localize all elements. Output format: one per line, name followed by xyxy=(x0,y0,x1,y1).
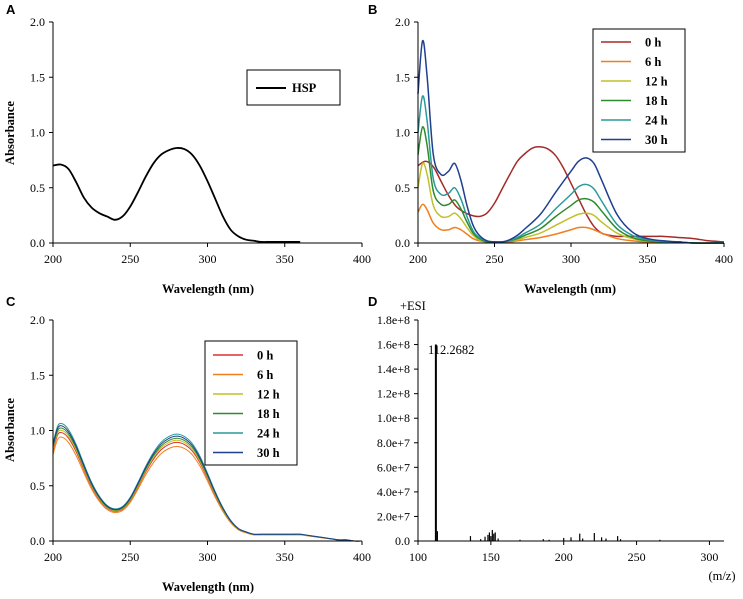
panel-d-x-tick-label: 200 xyxy=(555,550,573,564)
panel-b-x-tick-label: 300 xyxy=(562,252,580,266)
panel-d-x-tick-label: 150 xyxy=(482,550,500,564)
panel-b-y-tick-label: 1.5 xyxy=(395,70,410,84)
panel-a-series-HSP xyxy=(52,147,301,243)
panel-d-title: +ESI xyxy=(400,299,426,313)
panel-c-ylabel: Absorbance xyxy=(3,398,17,462)
panel-b-y-tick-label: 2.0 xyxy=(395,15,410,29)
panel-a-x-tick-label: 250 xyxy=(121,252,139,266)
panel-b-legend-label: 30 h xyxy=(645,133,668,147)
panel-b-series-18-h xyxy=(417,126,725,244)
panel-letter-a: A xyxy=(6,2,16,17)
panel-letter-c: C xyxy=(6,294,16,309)
panel-a-legend-label: HSP xyxy=(292,81,317,95)
panel-c-xlabel: Wavelength (nm) xyxy=(162,580,254,594)
panel-a-y-tick-label: 1.0 xyxy=(30,126,45,140)
panel-a-ylabel: Absorbance xyxy=(3,101,17,165)
panel-b-series-0-h xyxy=(417,146,725,243)
panel-d-y-tick-label: 1.0e+8 xyxy=(377,411,410,425)
panel-b-y-tick-label: 0.5 xyxy=(395,181,410,195)
panel-c-series-30-h xyxy=(52,425,363,542)
panel-d-y-tick-label: 1.4e+8 xyxy=(377,362,410,376)
panel-d-y-tick-label: 8.0e+7 xyxy=(377,436,410,450)
panel-a-x-tick-label: 350 xyxy=(276,252,294,266)
panel-b-legend-label: 6 h xyxy=(645,55,661,69)
panel-a-xlabel: Wavelength (nm) xyxy=(162,282,254,296)
panel-c-legend-label: 0 h xyxy=(257,349,273,363)
panel-b-series-24-h xyxy=(417,95,725,244)
panel-b-x-tick-label: 200 xyxy=(409,252,427,266)
panel-a-y-tick-label: 0.5 xyxy=(30,181,45,195)
panel-d-y-tick-label: 1.8e+8 xyxy=(377,313,410,327)
panel-b-xlabel: Wavelength (nm) xyxy=(524,282,616,296)
panel-a-x-tick-label: 200 xyxy=(44,252,62,266)
panel-a-x-tick-label: 300 xyxy=(199,252,217,266)
panel-c-y-tick-label: 1.5 xyxy=(30,368,45,382)
panel-c-chart: 200 250 300 350 400 0.0 0.5 1.0 1.5 2.0 Wavelengt… xyxy=(3,313,371,594)
panel-c-y-tick-label: 1.0 xyxy=(30,424,45,438)
panel-c-x-tick-label: 400 xyxy=(353,550,371,564)
panel-d-y-tick-label: 0.0 xyxy=(395,534,410,548)
panel-c-x-tick-label: 350 xyxy=(276,550,294,564)
panel-b-x-tick-label: 250 xyxy=(486,252,504,266)
panel-d-x-tick-label: 300 xyxy=(700,550,718,564)
panel-b-legend-box xyxy=(592,28,686,153)
panel-b-chart: 200 250 300 350 400 0.0 0.5 1.0 1.5 2.0 Wavelengt… xyxy=(395,15,733,296)
panel-b-legend: 0 h 6 h 12 h 18 h 24 h 30 h xyxy=(592,28,686,153)
panel-b-series-6-h xyxy=(417,203,725,244)
panel-c-legend-label: 18 h xyxy=(257,407,280,421)
panel-d-y-tick-label: 4.0e+7 xyxy=(377,485,410,499)
panel-d-y-tick-label: 1.6e+8 xyxy=(377,338,410,352)
panel-c-y-tick-label: 0.5 xyxy=(30,479,45,493)
panel-b-x-tick-label: 350 xyxy=(639,252,657,266)
panel-a-chart: 200 250 300 350 400 0.0 0.5 1.0 1.5 2.0 Wavelengt… xyxy=(3,15,371,296)
panel-d-xlabel: (m/z) xyxy=(708,569,735,583)
panel-b-series-12-h xyxy=(417,162,725,244)
panel-c-x-tick-label: 300 xyxy=(199,550,217,564)
panel-b-legend-label: 24 h xyxy=(645,114,668,128)
panel-a-y-tick-label: 1.5 xyxy=(30,70,45,84)
panel-c-x-tick-label: 250 xyxy=(121,550,139,564)
panel-b-y-tick-label: 0.0 xyxy=(395,236,410,250)
panel-b-x-tick-label: 400 xyxy=(715,252,733,266)
panel-c-legend-label: 30 h xyxy=(257,446,280,460)
panel-a-legend: HSP xyxy=(246,69,341,106)
panel-c-legend: 0 h 6 h 12 h 18 h 24 h 30 h xyxy=(204,340,298,466)
panel-c-legend-box xyxy=(204,340,298,466)
panel-letter-d: D xyxy=(368,294,377,309)
panel-d-annotation: 112.2682 xyxy=(428,343,474,357)
panel-d-x-tick-label: 250 xyxy=(628,550,646,564)
panel-d-x-tick-label: 100 xyxy=(409,550,427,564)
panel-c-legend-label: 24 h xyxy=(257,427,280,441)
panel-c-y-tick-label: 0.0 xyxy=(30,534,45,548)
panel-d-y-tick-label: 1.2e+8 xyxy=(377,387,410,401)
panel-b-legend-label: 18 h xyxy=(645,94,668,108)
panel-c-legend-label: 12 h xyxy=(257,388,280,402)
panel-b-legend-label: 12 h xyxy=(645,75,668,89)
panel-d-chart: 100 150 200 250 300 0.0 2.0e+7 4.0e+7 6.0e+7 8.0e… xyxy=(377,299,736,583)
panel-c-x-tick-label: 200 xyxy=(44,550,62,564)
panel-b-series-30-h xyxy=(417,40,725,244)
panel-d-y-tick-label: 2.0e+7 xyxy=(377,509,410,523)
panel-d-y-tick-label: 6.0e+7 xyxy=(377,460,410,474)
panel-b-legend-label: 0 h xyxy=(645,36,661,50)
panel-c-y-tick-label: 2.0 xyxy=(30,313,45,327)
panel-b-y-tick-label: 1.0 xyxy=(395,126,410,140)
panel-a-y-tick-label: 2.0 xyxy=(30,15,45,29)
panel-a-x-tick-label: 400 xyxy=(353,252,371,266)
panel-c-legend-label: 6 h xyxy=(257,368,273,382)
panel-letter-b: B xyxy=(368,2,377,17)
panel-a-y-tick-label: 0.0 xyxy=(30,236,45,250)
